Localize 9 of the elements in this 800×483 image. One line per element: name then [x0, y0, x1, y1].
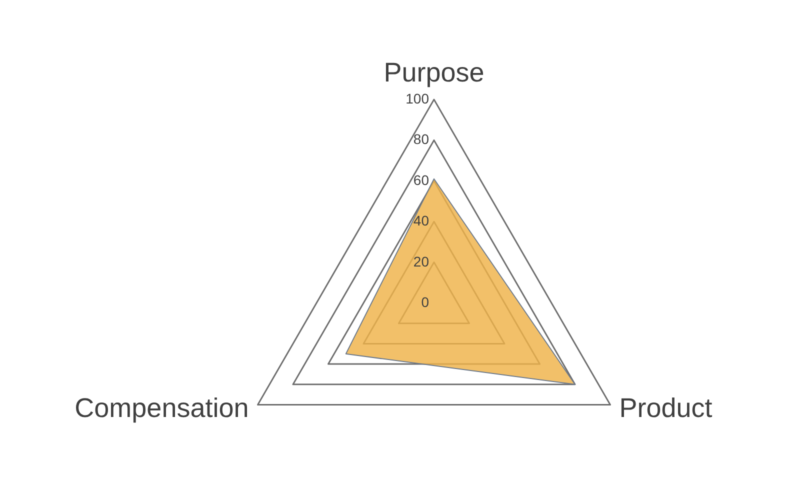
spoke-label: Compensation: [74, 392, 249, 423]
y-tick-label: 100: [406, 90, 430, 106]
y-tick-label: 60: [413, 172, 430, 188]
spoke-label: Purpose: [384, 58, 484, 88]
y-tick-label: 20: [413, 253, 430, 270]
y-tick-label: 80: [413, 131, 430, 148]
y-tick-label: 40: [413, 212, 430, 229]
y-tick-label: 0: [421, 294, 430, 310]
spoke-label: Product: [619, 392, 713, 423]
